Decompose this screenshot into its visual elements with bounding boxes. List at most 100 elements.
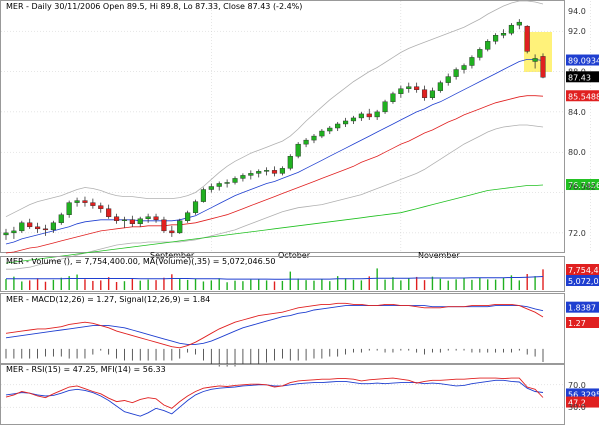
candle bbox=[224, 179, 230, 188]
candle bbox=[185, 210, 191, 223]
axis-tag-text: 30.0 bbox=[568, 403, 586, 412]
axis-tag: 80.0 bbox=[568, 148, 586, 157]
candle-body bbox=[437, 82, 443, 91]
axis-tag: 56.3295 bbox=[566, 388, 600, 400]
macd-axis-tags: 1.8387 1.27 bbox=[566, 301, 599, 328]
candle bbox=[343, 117, 349, 127]
axis-tag-text: 7,754,400 bbox=[568, 266, 600, 275]
axis-tag: 5,072,046 bbox=[566, 275, 600, 286]
candle-body bbox=[3, 232, 9, 236]
macd-lines bbox=[5, 302, 544, 349]
volume-panel-label: MER - Volume (), = 7,754,400.00, MA(Volu… bbox=[6, 257, 275, 266]
candle bbox=[382, 99, 388, 114]
month-label-september: September bbox=[150, 251, 195, 260]
mfi-line bbox=[5, 379, 544, 417]
candle bbox=[271, 166, 278, 177]
axis-tag: 72.0 bbox=[568, 229, 586, 238]
axis-tag-bg bbox=[566, 388, 599, 400]
axis-tag: 85.5488 bbox=[566, 90, 600, 102]
candle bbox=[303, 138, 309, 148]
candle bbox=[90, 198, 96, 209]
candle bbox=[145, 213, 151, 223]
axis-tag-text: 92.0 bbox=[568, 27, 586, 36]
candle-body bbox=[303, 139, 309, 145]
axis-tag-bg bbox=[566, 275, 599, 286]
candle-body bbox=[232, 178, 238, 183]
candle bbox=[58, 212, 64, 225]
candle bbox=[153, 213, 159, 223]
candle bbox=[200, 187, 206, 203]
candle bbox=[477, 47, 483, 61]
macd-line bbox=[5, 302, 544, 349]
candle bbox=[421, 85, 428, 101]
macd-histogram bbox=[5, 348, 544, 367]
axis-tag-text: 47.2 bbox=[568, 399, 586, 408]
bollinger-upper-line bbox=[5, 0, 544, 218]
axis-tag: 7,754,400 bbox=[566, 264, 600, 275]
candle bbox=[350, 115, 357, 124]
candle-body bbox=[279, 168, 285, 174]
candle-body bbox=[27, 222, 33, 228]
candle bbox=[232, 176, 238, 185]
candle bbox=[445, 73, 451, 86]
candle-body bbox=[98, 205, 104, 209]
candle bbox=[98, 202, 104, 213]
candle bbox=[137, 216, 143, 227]
axis-tag: 92.0 bbox=[568, 27, 586, 36]
rsi-mfi-lines bbox=[5, 377, 544, 417]
candle-body bbox=[532, 58, 538, 62]
candle bbox=[319, 129, 325, 139]
candle bbox=[358, 111, 364, 121]
candle bbox=[414, 82, 420, 93]
candle-body bbox=[350, 117, 357, 122]
axis-tag: 87.43 bbox=[566, 71, 599, 83]
candle bbox=[429, 87, 436, 100]
candle-body bbox=[311, 135, 317, 141]
candle bbox=[540, 53, 546, 79]
candle-body bbox=[477, 49, 483, 58]
candle-body bbox=[248, 173, 254, 176]
candle bbox=[248, 170, 254, 180]
candle-body bbox=[493, 35, 499, 42]
axis-tag: 47.2 bbox=[566, 396, 599, 408]
candle bbox=[469, 55, 475, 69]
candle bbox=[3, 228, 9, 240]
candle-body bbox=[240, 175, 246, 179]
candle-body bbox=[540, 56, 546, 78]
axis-tag: 76.7456 bbox=[566, 179, 600, 191]
ma-long-line bbox=[5, 184, 544, 264]
volume-ma bbox=[6, 276, 544, 280]
candle bbox=[27, 218, 33, 229]
candle-body bbox=[398, 88, 404, 94]
candle bbox=[390, 91, 396, 104]
candle bbox=[335, 121, 341, 132]
candle-body bbox=[390, 93, 396, 102]
candle-body bbox=[508, 24, 514, 34]
candle-body bbox=[429, 90, 436, 98]
candle-body bbox=[319, 130, 325, 137]
candle bbox=[500, 29, 507, 39]
candle-body bbox=[264, 170, 270, 172]
candle-body bbox=[74, 200, 80, 203]
axis-tag-text: 70.0 bbox=[568, 381, 586, 390]
candle bbox=[11, 226, 17, 239]
candle-body bbox=[145, 216, 151, 219]
candle-body bbox=[42, 228, 49, 231]
candle-body bbox=[295, 143, 301, 157]
candle-body bbox=[287, 156, 293, 169]
candle-body bbox=[445, 76, 451, 83]
candle-body bbox=[366, 113, 372, 118]
candle bbox=[398, 85, 404, 98]
candle-body bbox=[153, 216, 159, 220]
candle-body bbox=[516, 21, 522, 26]
candlesticks bbox=[3, 19, 546, 240]
candle-body bbox=[82, 200, 88, 203]
month-label-october: October bbox=[278, 251, 311, 260]
candle bbox=[287, 154, 293, 171]
candle-body bbox=[271, 170, 278, 174]
candle bbox=[256, 169, 262, 178]
candle bbox=[169, 225, 175, 237]
candle bbox=[453, 67, 459, 80]
candle bbox=[366, 108, 372, 120]
